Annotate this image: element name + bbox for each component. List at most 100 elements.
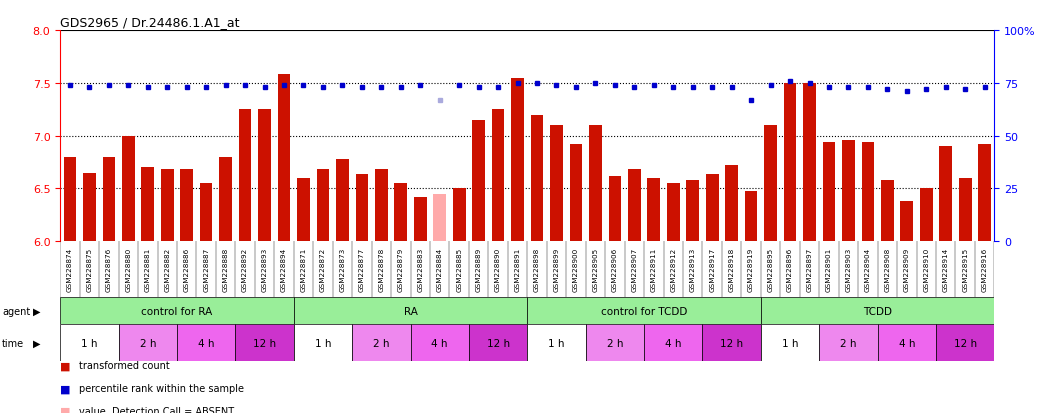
Text: GSM228891: GSM228891 xyxy=(515,247,521,292)
Text: GSM228888: GSM228888 xyxy=(222,247,228,292)
Text: GSM228880: GSM228880 xyxy=(126,247,132,292)
Text: GSM228913: GSM228913 xyxy=(689,247,695,292)
Bar xyxy=(550,126,563,242)
Bar xyxy=(648,178,660,242)
Bar xyxy=(939,147,952,242)
Bar xyxy=(819,324,878,361)
Text: GSM228878: GSM228878 xyxy=(378,247,384,292)
Text: RA: RA xyxy=(404,306,417,316)
Text: ■: ■ xyxy=(60,406,71,413)
Bar xyxy=(570,145,582,242)
Text: 1 h: 1 h xyxy=(548,338,565,348)
Text: GSM228911: GSM228911 xyxy=(651,247,657,292)
Bar xyxy=(356,174,368,242)
Bar xyxy=(176,324,236,361)
Text: GSM228883: GSM228883 xyxy=(417,247,424,292)
Text: GSM228910: GSM228910 xyxy=(923,247,929,292)
Bar xyxy=(294,324,352,361)
Text: GSM228895: GSM228895 xyxy=(767,247,773,292)
Bar xyxy=(297,178,309,242)
Text: ▶: ▶ xyxy=(33,306,40,316)
Bar xyxy=(434,194,446,242)
Bar xyxy=(901,202,913,242)
Bar xyxy=(936,324,994,361)
Bar xyxy=(317,170,329,242)
Bar xyxy=(239,110,251,242)
Bar xyxy=(764,126,776,242)
Bar xyxy=(161,170,173,242)
Bar xyxy=(959,178,972,242)
Bar xyxy=(628,170,640,242)
Bar xyxy=(118,324,176,361)
Text: GSM228905: GSM228905 xyxy=(593,247,599,292)
Text: GSM228901: GSM228901 xyxy=(826,247,832,292)
Text: GSM228871: GSM228871 xyxy=(300,247,306,292)
Text: GSM228875: GSM228875 xyxy=(86,247,92,292)
Bar xyxy=(862,142,874,242)
Text: value, Detection Call = ABSENT: value, Detection Call = ABSENT xyxy=(79,406,234,413)
Bar xyxy=(352,324,410,361)
Text: control for RA: control for RA xyxy=(141,306,213,316)
Text: GSM228919: GSM228919 xyxy=(748,247,755,292)
Text: GSM228874: GSM228874 xyxy=(66,247,73,292)
Bar xyxy=(83,173,95,242)
Bar xyxy=(375,170,387,242)
Bar xyxy=(492,110,504,242)
Text: GSM228906: GSM228906 xyxy=(611,247,618,292)
Text: GSM228900: GSM228900 xyxy=(573,247,579,292)
Text: 4 h: 4 h xyxy=(899,338,916,348)
Text: GSM228909: GSM228909 xyxy=(904,247,910,292)
Text: GSM228917: GSM228917 xyxy=(709,247,715,292)
Bar xyxy=(60,297,294,324)
Bar xyxy=(644,324,703,361)
Bar xyxy=(122,136,135,242)
Text: transformed count: transformed count xyxy=(79,361,169,370)
Bar xyxy=(219,157,231,242)
Bar xyxy=(530,115,543,242)
Text: GSM228907: GSM228907 xyxy=(631,247,637,292)
Text: GSM228904: GSM228904 xyxy=(865,247,871,292)
Text: GSM228889: GSM228889 xyxy=(475,247,482,292)
Text: GSM228894: GSM228894 xyxy=(281,247,288,292)
Text: GDS2965 / Dr.24486.1.A1_at: GDS2965 / Dr.24486.1.A1_at xyxy=(60,16,240,29)
Bar xyxy=(394,184,407,242)
Text: GSM228892: GSM228892 xyxy=(242,247,248,292)
Text: control for TCDD: control for TCDD xyxy=(601,306,687,316)
Text: 12 h: 12 h xyxy=(253,338,276,348)
Text: 12 h: 12 h xyxy=(954,338,977,348)
Text: GSM228887: GSM228887 xyxy=(203,247,210,292)
Text: GSM228881: GSM228881 xyxy=(144,247,151,292)
Text: 1 h: 1 h xyxy=(315,338,331,348)
Text: GSM228885: GSM228885 xyxy=(456,247,462,292)
Text: 4 h: 4 h xyxy=(198,338,215,348)
Bar xyxy=(236,324,294,361)
Bar xyxy=(823,142,836,242)
Text: GSM228912: GSM228912 xyxy=(671,247,677,292)
Text: GSM228914: GSM228914 xyxy=(943,247,949,292)
Text: GSM228873: GSM228873 xyxy=(339,247,346,292)
Text: GSM228886: GSM228886 xyxy=(184,247,190,292)
Bar xyxy=(590,126,602,242)
Bar xyxy=(411,324,469,361)
Bar xyxy=(258,110,271,242)
Bar xyxy=(469,324,527,361)
Bar xyxy=(803,83,816,242)
Text: 2 h: 2 h xyxy=(373,338,389,348)
Bar xyxy=(200,184,213,242)
Text: 1 h: 1 h xyxy=(782,338,798,348)
Text: ■: ■ xyxy=(60,361,71,370)
Text: 2 h: 2 h xyxy=(139,338,156,348)
Text: GSM228872: GSM228872 xyxy=(320,247,326,292)
Text: GSM228882: GSM228882 xyxy=(164,247,170,292)
Bar xyxy=(527,324,585,361)
Bar xyxy=(527,297,761,324)
Text: GSM228884: GSM228884 xyxy=(437,247,443,292)
Bar xyxy=(979,145,991,242)
Text: GSM228918: GSM228918 xyxy=(729,247,735,292)
Text: 4 h: 4 h xyxy=(665,338,682,348)
Bar xyxy=(920,189,932,242)
Text: 4 h: 4 h xyxy=(432,338,448,348)
Bar xyxy=(761,297,994,324)
Bar xyxy=(585,324,644,361)
Text: time: time xyxy=(2,338,24,348)
